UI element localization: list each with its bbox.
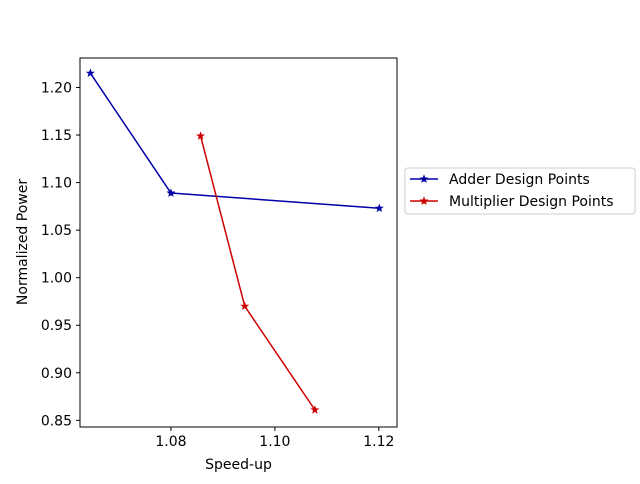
x-tick-label: 1.08 <box>155 434 186 450</box>
y-tick-label: 1.20 <box>41 80 72 96</box>
legend-marker-swatch <box>419 196 429 205</box>
x-axis-ticks: 1.08 1.10 1.12 <box>155 427 394 450</box>
y-axis-label: Normalized Power <box>15 179 31 305</box>
plot-area-frame <box>79 57 398 428</box>
legend-entry: Adder Design Points <box>410 172 590 188</box>
legend-label: Multiplier Design Points <box>449 194 614 210</box>
x-axis-label: Speed-up <box>205 457 272 473</box>
y-tick-label: 1.15 <box>41 128 72 144</box>
y-tick-label: 1.05 <box>41 223 72 239</box>
data-point-marker <box>310 405 320 414</box>
y-tick-label: 1.10 <box>41 176 72 192</box>
legend-entry: Multiplier Design Points <box>410 194 614 210</box>
legend-box <box>404 167 636 215</box>
data-point-marker <box>196 131 206 140</box>
data-point-marker <box>240 301 250 311</box>
legend-marker-swatch <box>419 174 429 183</box>
x-tick-label: 1.10 <box>259 434 290 450</box>
y-tick-label: 1.00 <box>41 271 72 287</box>
series-1 <box>85 68 384 213</box>
legend-items: Adder Design Points Multiplier Design Poi… <box>410 172 614 210</box>
data-point-marker <box>166 188 176 197</box>
series-2 <box>196 131 320 414</box>
data-point-marker <box>374 203 384 213</box>
y-tick-label: 0.90 <box>41 366 72 382</box>
y-tick-label: 0.95 <box>41 318 72 334</box>
legend-label: Adder Design Points <box>449 172 590 188</box>
y-tick-label: 0.85 <box>41 413 72 429</box>
data-point-marker <box>85 68 95 78</box>
x-tick-label: 1.12 <box>363 434 394 450</box>
y-axis-ticks: 0.85 0.90 0.95 1.00 1.05 1.10 1.15 1.20 <box>41 80 80 429</box>
series-layer <box>85 68 384 414</box>
legend: Adder Design Points Multiplier Design Poi… <box>404 167 636 215</box>
